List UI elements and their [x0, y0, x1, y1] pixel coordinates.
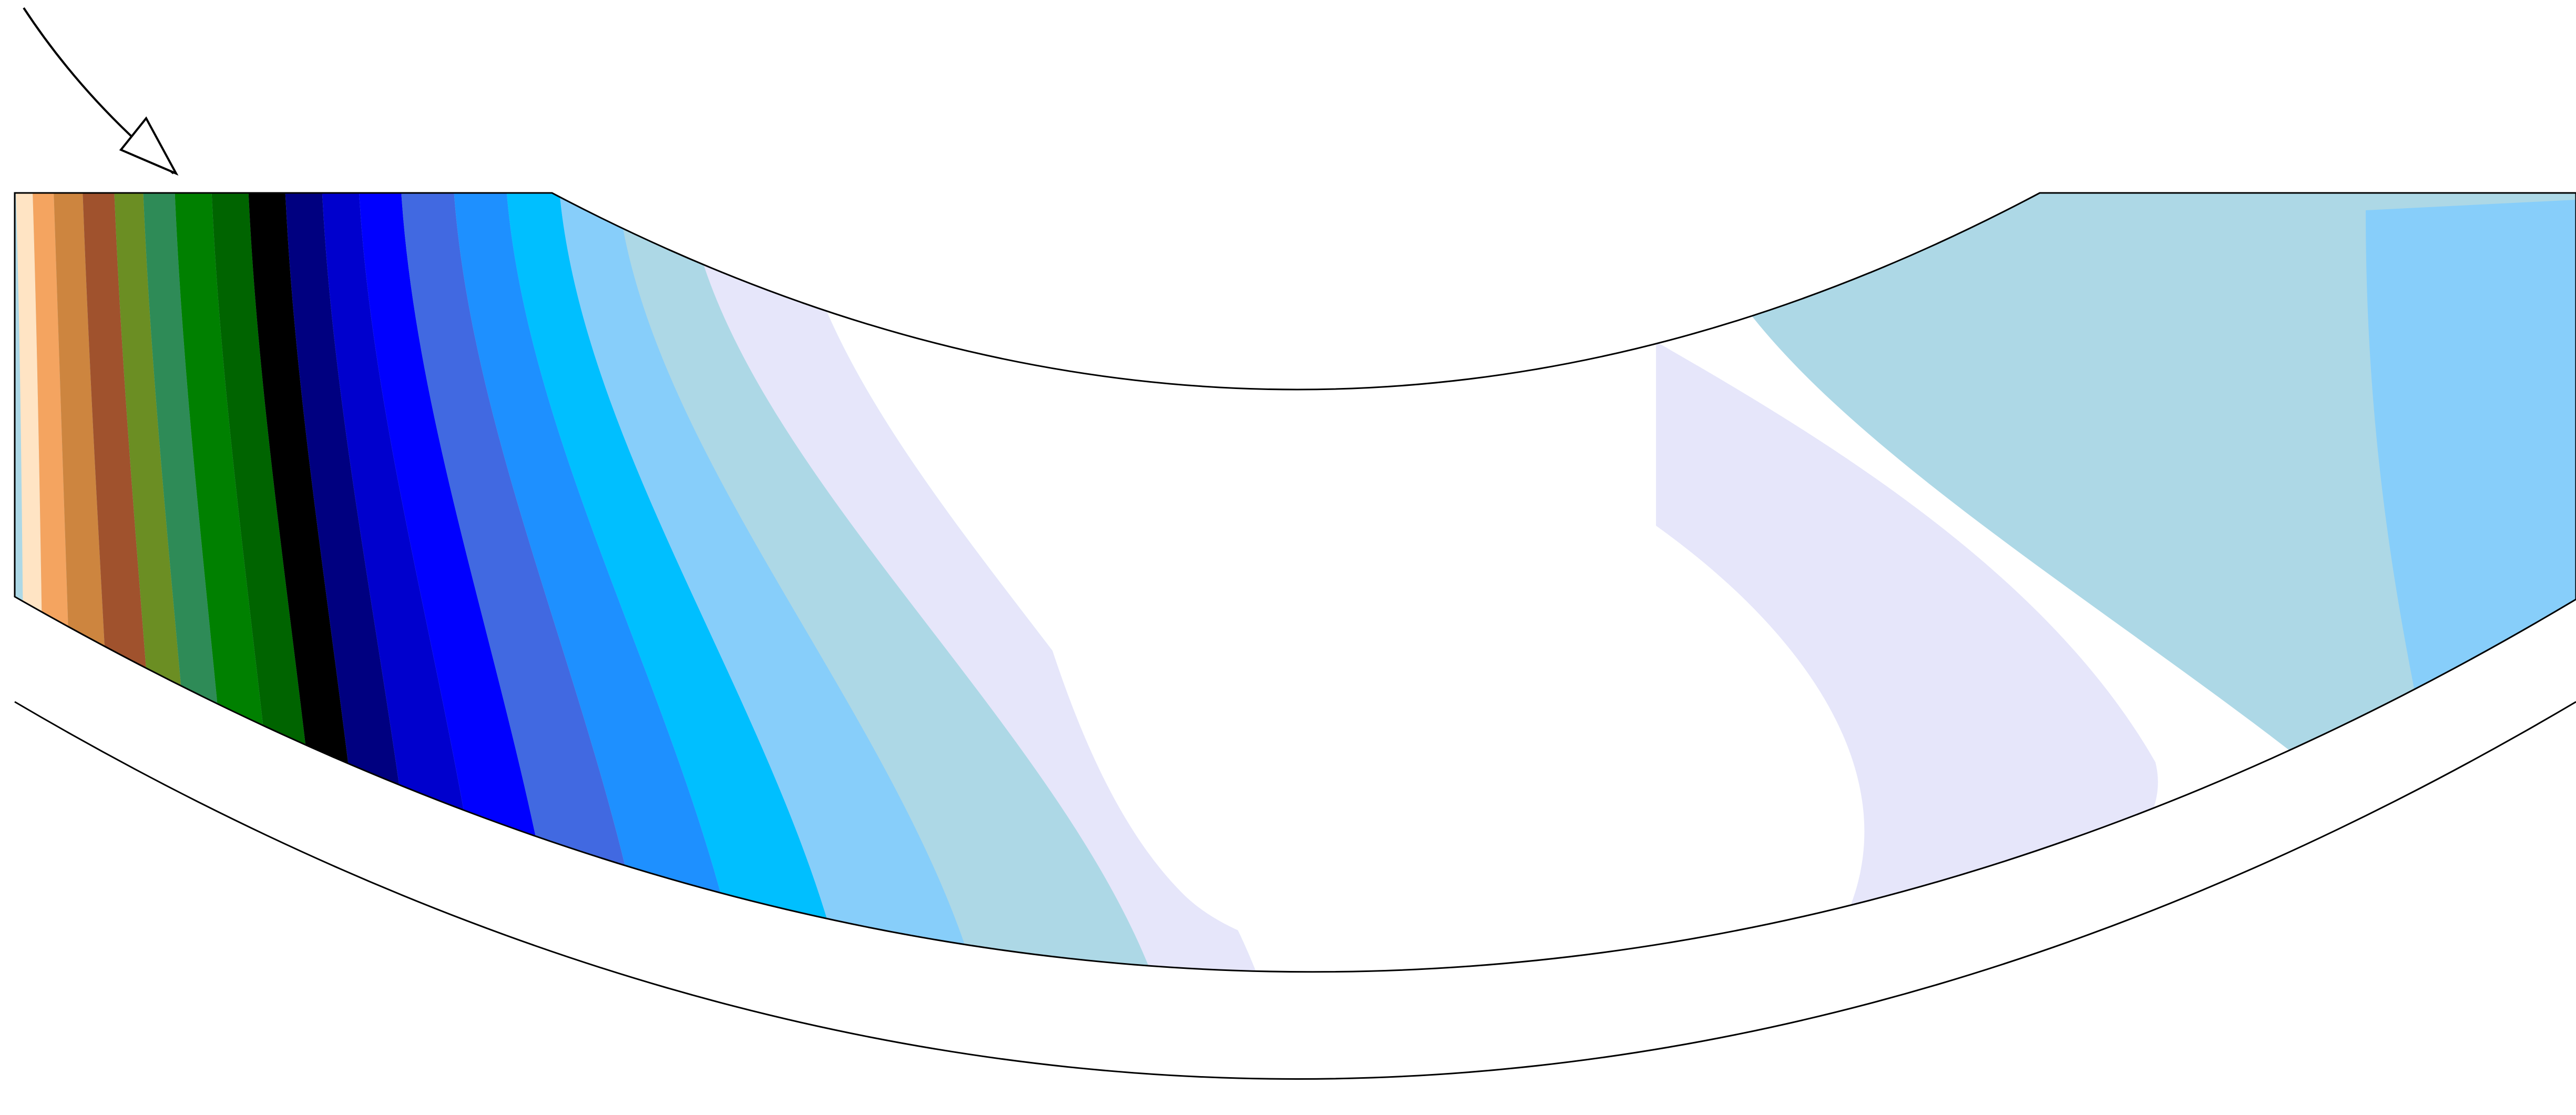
contour-right-edge-region — [2366, 200, 2576, 710]
contour-core-region — [973, 342, 1807, 967]
contour-band-17 — [615, 193, 1183, 972]
contour-band-14 — [452, 193, 757, 972]
outer-boundary-arc — [14, 701, 2576, 1080]
contour-band-15 — [505, 193, 862, 972]
inflow-arrow-head — [119, 116, 179, 176]
contour-band-16 — [557, 193, 999, 972]
contour-ring-region — [1656, 342, 2158, 972]
contour-band-18 — [683, 193, 1288, 972]
inflow-arrow-icon — [23, 7, 179, 176]
domain-outline — [14, 192, 2576, 973]
